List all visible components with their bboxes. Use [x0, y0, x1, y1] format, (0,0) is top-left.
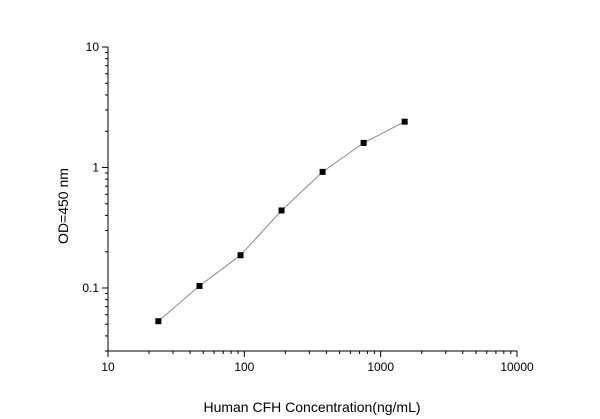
y-tick-label: 10 — [86, 40, 100, 54]
data-points — [155, 118, 408, 325]
x-tick-label: 10 — [101, 360, 115, 374]
series-line-layer — [157, 121, 405, 322]
data-point — [319, 168, 326, 175]
x-tick-label: 1000 — [367, 360, 394, 374]
y-tick-label: 0.1 — [82, 281, 99, 295]
data-point — [155, 318, 162, 325]
y-tick-label: 1 — [92, 160, 99, 174]
tick-labels: 10 100 1000 10000 0.1 1 10 — [82, 40, 534, 374]
axes — [102, 46, 518, 357]
x-axis-title: Human CFH Concentration(ng/mL) — [203, 399, 420, 415]
data-point — [360, 139, 367, 146]
series-line — [157, 121, 405, 322]
y-axis-title: OD=450 nm — [55, 168, 71, 244]
data-point — [196, 282, 203, 289]
data-point — [278, 207, 285, 214]
x-tick-label: 10000 — [500, 360, 534, 374]
data-point — [401, 118, 408, 125]
data-point — [237, 252, 244, 259]
x-tick-label: 100 — [234, 360, 254, 374]
